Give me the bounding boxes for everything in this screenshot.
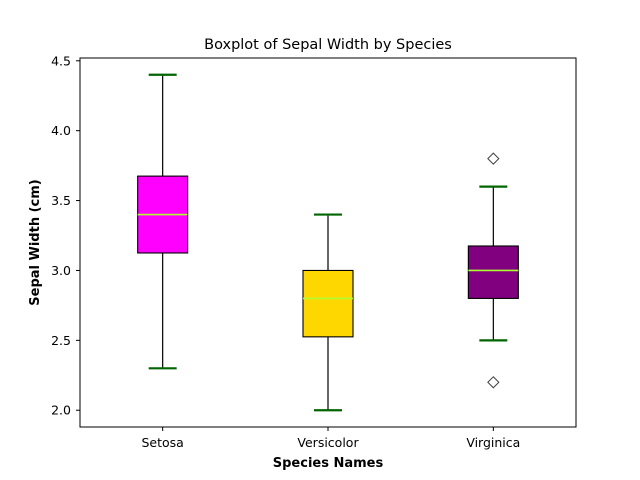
box-virginica <box>467 245 519 299</box>
y-axis-label: Sepal Width (cm) <box>28 179 43 305</box>
plot-area <box>137 73 519 412</box>
y-tick-label: 2.5 <box>51 333 71 348</box>
outlier-point <box>487 376 500 389</box>
y-axis: 2.0 2.5 3.0 3.5 4.0 4.5 <box>51 53 80 418</box>
box-versicolor <box>302 269 354 338</box>
box-group-setosa <box>137 73 189 370</box>
y-tick-label: 3.0 <box>51 263 71 278</box>
box-group-versicolor <box>302 213 354 412</box>
x-tick-label-versicolor: Versicolor <box>297 435 359 450</box>
y-tick-label: 2.0 <box>51 403 71 418</box>
x-tick-label-setosa: Setosa <box>141 435 183 450</box>
outlier-point <box>487 152 500 165</box>
x-tick-label-virginica: Virginica <box>466 435 520 450</box>
box-group-virginica <box>467 152 519 389</box>
y-tick-label: 4.0 <box>51 123 71 138</box>
y-tick-label: 4.5 <box>51 53 71 68</box>
y-tick-label: 3.5 <box>51 193 71 208</box>
chart-title: Boxplot of Sepal Width by Species <box>204 37 452 53</box>
x-axis: Setosa Versicolor Virginica <box>141 427 520 450</box>
x-axis-label: Species Names <box>273 456 384 471</box>
